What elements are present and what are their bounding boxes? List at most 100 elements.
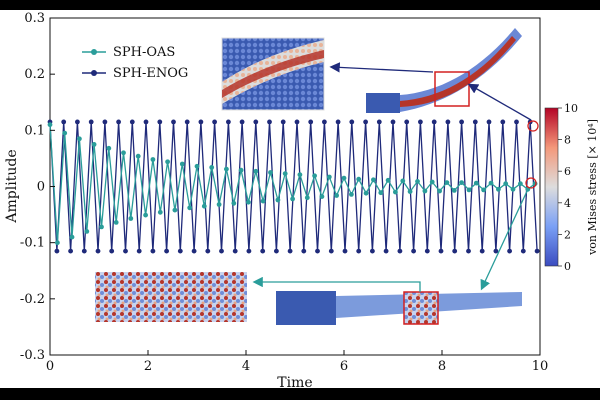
data-point-sph-enog (109, 248, 115, 254)
data-point-sph-oas (400, 178, 406, 184)
data-point-sph-enog (534, 248, 540, 254)
data-point-sph-oas (363, 190, 369, 196)
x-tick-label: 0 (46, 359, 54, 374)
data-point-sph-oas (84, 229, 90, 234)
data-point-sph-enog (418, 119, 423, 125)
data-point-sph-enog (411, 248, 416, 254)
data-point-sph-enog (328, 248, 334, 254)
colorbar-gradient (544, 107, 559, 267)
legend-marker-enog (91, 70, 97, 76)
data-point-sph-enog (75, 119, 80, 125)
data-point-sph-enog (171, 119, 176, 125)
y-tick-label: -0.2 (20, 292, 45, 307)
data-point-sph-enog (479, 248, 485, 254)
data-point-sph-oas (143, 212, 149, 218)
data-point-sph-enog (294, 119, 300, 125)
data-point-sph-oas (47, 122, 53, 128)
data-point-sph-enog (164, 248, 170, 254)
data-point-sph-oas (429, 179, 435, 185)
x-tick-label: 8 (438, 359, 446, 374)
data-point-sph-enog (438, 248, 444, 254)
data-point-sph-enog (205, 248, 211, 254)
data-point-sph-enog (280, 119, 286, 125)
data-point-sph-enog (445, 119, 451, 125)
data-point-sph-oas (466, 187, 472, 193)
data-point-sph-oas (268, 170, 273, 175)
data-point-sph-enog (424, 248, 430, 254)
data-point-sph-oas (518, 181, 523, 187)
data-point-sph-oas (165, 159, 171, 165)
y-tick-label: 0.3 (24, 11, 45, 26)
data-point-sph-enog (116, 119, 121, 125)
data-point-sph-oas (451, 188, 457, 193)
data-point-sph-oas (246, 199, 251, 205)
data-point-sph-enog (129, 119, 135, 125)
data-point-sph-enog (356, 248, 362, 254)
data-point-sph-oas (275, 197, 281, 203)
data-point-sph-enog (370, 248, 375, 254)
data-point-sph-oas (481, 187, 486, 193)
data-point-sph-oas (194, 163, 200, 169)
x-tick-label: 2 (144, 359, 152, 374)
upper-beam-deformed (366, 28, 522, 113)
data-point-sph-oas (407, 189, 413, 195)
data-point-sph-enog (308, 119, 314, 125)
data-point-sph-enog (274, 248, 279, 254)
data-point-sph-enog (253, 119, 259, 125)
data-point-sph-oas (69, 234, 75, 240)
data-point-sph-oas (253, 168, 259, 174)
data-point-sph-enog (472, 119, 478, 125)
data-point-sph-enog (507, 248, 512, 254)
data-point-sph-enog (376, 119, 382, 125)
colorbar-tick-label: 6 (564, 165, 571, 178)
y-tick-label: -0.3 (20, 348, 45, 363)
x-tick-label: 10 (532, 359, 549, 374)
data-point-sph-enog (123, 248, 128, 254)
data-point-sph-enog (143, 119, 149, 125)
x-tick-label: 4 (242, 359, 250, 374)
colorbar-label: von Mises stress [× 10⁴] (586, 119, 599, 256)
data-point-sph-oas (62, 130, 68, 136)
data-point-sph-oas (260, 198, 266, 204)
data-point-sph-enog (520, 248, 526, 254)
data-point-sph-oas (378, 190, 384, 196)
colorbar-tick-label: 4 (564, 197, 571, 210)
data-point-sph-oas (334, 193, 339, 198)
data-point-sph-enog (219, 248, 224, 254)
data-point-sph-oas (282, 171, 288, 177)
data-point-sph-oas (216, 202, 222, 207)
data-point-sph-enog (260, 248, 266, 254)
data-point-sph-enog (232, 248, 238, 254)
data-point-sph-enog (404, 119, 410, 125)
data-point-sph-oas (503, 181, 509, 187)
data-point-sph-oas (150, 157, 156, 162)
data-point-sph-oas (496, 186, 501, 192)
lower-zoom-particles (95, 272, 247, 322)
data-point-sph-oas (422, 188, 428, 194)
data-point-sph-oas (290, 196, 295, 202)
data-point-sph-oas (319, 194, 325, 200)
data-point-sph-oas (77, 136, 82, 142)
data-point-sph-oas (437, 188, 442, 194)
data-point-sph-oas (157, 209, 163, 215)
legend-label-enog: SPH-ENOG (113, 66, 188, 81)
data-point-sph-oas (393, 189, 398, 195)
data-point-sph-oas (297, 172, 303, 178)
colorbar-tick-label: 0 (564, 260, 571, 273)
data-point-sph-oas (179, 161, 185, 167)
data-point-sph-enog (287, 248, 293, 254)
data-point-sph-oas (121, 150, 126, 156)
data-point-sph-enog (157, 119, 163, 125)
data-point-sph-enog (390, 119, 396, 125)
data-point-sph-enog (315, 248, 320, 254)
data-point-sph-oas (55, 240, 60, 246)
data-point-sph-enog (61, 119, 67, 125)
data-point-sph-oas (135, 153, 141, 159)
colorbar: 10 8 6 4 2 0 von Mises stress [× 10⁴] (544, 102, 599, 273)
x-tick-label: 6 (340, 359, 348, 374)
data-point-sph-oas (224, 166, 229, 172)
data-point-sph-enog (246, 248, 252, 254)
data-point-sph-enog (95, 248, 101, 254)
data-point-sph-enog (349, 119, 355, 125)
